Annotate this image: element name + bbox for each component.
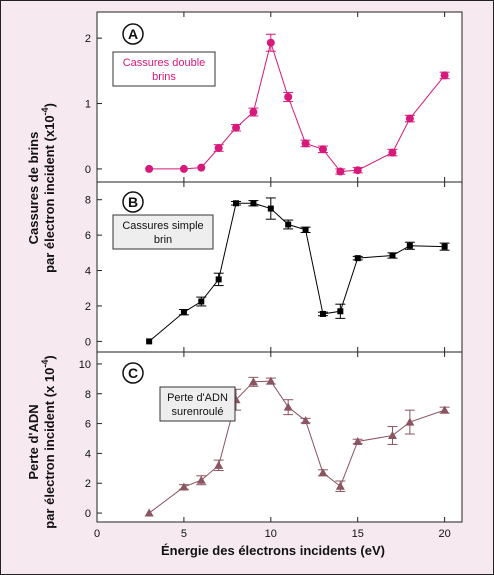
plot-area-B [96, 181, 463, 353]
data-point [145, 164, 154, 173]
x-tick-label: 15 [352, 528, 364, 540]
data-point [405, 417, 415, 426]
x-tick-label: 20 [438, 528, 450, 540]
y-tick-label: 10 [79, 359, 91, 371]
y-axis-title-top-line1: Cassures de brins [26, 132, 41, 245]
data-point [354, 255, 361, 262]
data-point [301, 139, 310, 148]
annotation-text: Cassures double [123, 57, 206, 69]
data-point [389, 252, 396, 259]
panel-letter-circle [122, 23, 144, 45]
y-tick-label: 0 [85, 336, 91, 348]
data-point [197, 163, 206, 172]
data-point [233, 200, 240, 207]
panel-letter-circle [122, 362, 144, 384]
data-point [248, 377, 258, 386]
x-tick-label: 10 [265, 528, 277, 540]
data-point [214, 144, 223, 152]
data-point [215, 276, 222, 283]
data-point [214, 460, 224, 469]
y-axis-title-bottom: Perte d'ADN par électron incident (x 10-… [26, 355, 57, 528]
data-point [266, 376, 276, 385]
annotation-box-C [159, 386, 236, 422]
panel-B: 0 2 4 6 8 Cassures simple brin B [85, 181, 463, 353]
data-point [353, 166, 362, 175]
data-point [284, 93, 293, 101]
data-point [144, 508, 154, 517]
y-axis-title-bottom-line2: par électron incident (x 10-4) [40, 355, 57, 528]
data-point [179, 482, 189, 491]
annotation-text: surenroulé [172, 406, 224, 418]
data-point [318, 145, 327, 154]
data-point [198, 298, 205, 305]
data-point [336, 167, 345, 176]
x-tick-label: 0 [94, 528, 100, 540]
data-point [440, 405, 450, 414]
data-point [440, 71, 449, 80]
data-point [387, 431, 397, 440]
y-tick-label: 8 [85, 195, 91, 207]
annotation-text: brins [152, 71, 176, 83]
y-axis-title-top-line2: par électron incident (x10-4) [40, 103, 57, 273]
data-point [232, 123, 241, 132]
y-tick-label: 4 [85, 266, 91, 278]
annotation-box-B [112, 214, 214, 250]
data-point [388, 148, 397, 157]
data-point [301, 416, 311, 425]
annotation-text: Perte d'ADN [167, 392, 228, 404]
panel-letter-circle [122, 191, 144, 213]
data-point [179, 164, 188, 173]
data-point [249, 108, 258, 117]
y-tick-label: 6 [85, 419, 91, 431]
panel-letter-C: C [128, 365, 138, 381]
panel-letter-A: A [128, 26, 138, 42]
annotation-text: brin [154, 234, 172, 246]
x-tick-label: 5 [181, 528, 187, 540]
data-point [441, 243, 448, 250]
y-axis-title-bottom-line1: Perte d'ADN [26, 404, 41, 479]
data-point [285, 221, 292, 228]
plot-area-C [96, 351, 463, 523]
y-tick-label: 0 [85, 164, 91, 176]
data-point [405, 114, 414, 123]
y-tick-label: 6 [85, 230, 91, 242]
annotation-box-A [112, 51, 216, 87]
data-point [146, 338, 153, 345]
y-tick-label: 2 [85, 301, 91, 313]
data-point [196, 475, 206, 484]
data-point [319, 310, 326, 317]
data-point [267, 205, 274, 212]
data-point [180, 309, 187, 316]
data-point [353, 436, 363, 445]
y-tick-label: 4 [85, 448, 91, 460]
panel-letter-B: B [128, 194, 138, 210]
panel-C: 0 2 4 6 8 10 0 5 10 15 20 Perte d'ADN surenroulé C [79, 351, 463, 540]
plot-area-A [96, 11, 463, 183]
data-point [406, 242, 413, 249]
data-point [318, 468, 328, 477]
y-tick-label: 2 [85, 33, 91, 45]
y-tick-label: 8 [85, 389, 91, 401]
data-point [337, 308, 344, 315]
data-point [250, 200, 257, 207]
y-tick-label: 1 [85, 99, 91, 111]
data-point [335, 481, 345, 490]
data-point [266, 38, 275, 47]
panel-A: 0 1 2 Cassures double brins A [85, 11, 463, 183]
y-tick-label: 2 [85, 478, 91, 490]
y-axis-title-top: Cassures de brins par électron incident … [26, 103, 57, 273]
y-tick-label: 0 [85, 508, 91, 520]
x-axis-title: Énergie des électrons incidents (eV) [161, 543, 385, 558]
annotation-text: Cassures simple [122, 220, 203, 232]
data-point [283, 402, 293, 411]
data-point [302, 226, 309, 233]
